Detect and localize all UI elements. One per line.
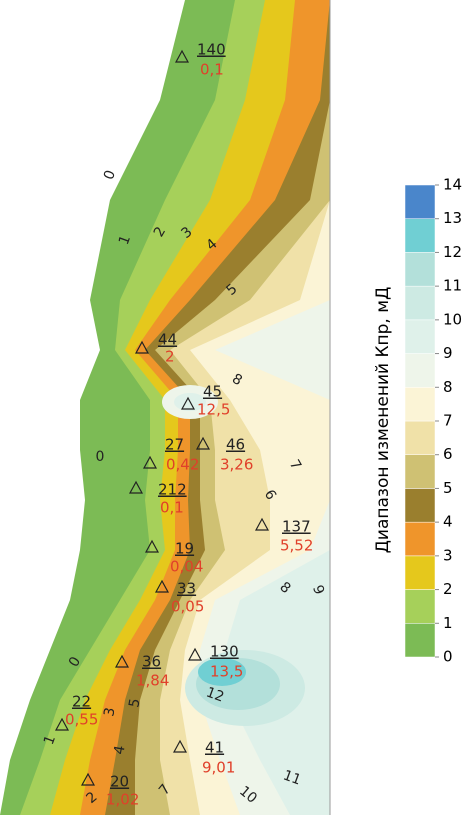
well-value: 1,02	[106, 791, 139, 809]
well-value: 12,5	[197, 401, 230, 419]
colorbar-tick-label: 12	[443, 243, 462, 261]
colorbar-segment	[404, 488, 436, 523]
colorbar-tick-label: 10	[443, 310, 462, 328]
colorbar-tick-label: 11	[443, 277, 462, 295]
well-id: 36	[142, 653, 161, 671]
colorbar-title: Диапазон изменений Кпр, мД	[373, 287, 393, 554]
well-value: 9,01	[202, 759, 235, 777]
well-value: 1,84	[136, 672, 169, 690]
colorbar-tick-label: 5	[443, 479, 453, 497]
well-value: 5,52	[280, 537, 313, 555]
colorbar-tick-label: 14	[443, 176, 462, 194]
band	[0, 0, 185, 815]
well-marker	[144, 539, 160, 553]
well-value: 0,55	[65, 711, 98, 729]
well-marker	[54, 717, 70, 731]
well-marker	[134, 340, 150, 354]
colorbar-tick-label: 3	[443, 546, 453, 564]
well-value: 13,5	[210, 663, 243, 681]
well-marker	[80, 772, 96, 786]
well-marker	[180, 396, 196, 410]
contour-label: 4	[111, 744, 128, 756]
colorbar-tick-label: 6	[443, 445, 453, 463]
well-id: 45	[203, 383, 222, 401]
colorbar-tick-label: 2	[443, 580, 453, 598]
well-id: 19	[175, 540, 194, 558]
colorbar-segment	[404, 454, 436, 489]
well-id: 44	[158, 331, 177, 349]
well-marker	[128, 480, 144, 494]
colorbar-tick-label: 13	[443, 209, 462, 227]
well-marker	[254, 517, 270, 531]
well-marker	[172, 739, 188, 753]
well-value: 0,1	[200, 61, 224, 79]
colorbar-segment	[404, 319, 436, 354]
well-value: 0,04	[170, 558, 203, 576]
well-value: 0,05	[171, 598, 204, 616]
well-marker	[114, 654, 130, 668]
well-value: 0,1	[160, 499, 184, 517]
well-marker	[195, 436, 211, 450]
well-marker	[174, 49, 190, 63]
well-value: 3,26	[220, 456, 253, 474]
well-id: 27	[165, 436, 184, 454]
well-id: 41	[205, 739, 224, 757]
well-value: 0,42	[166, 456, 199, 474]
contour-label: 11	[281, 767, 303, 788]
colorbar-segment	[404, 285, 436, 321]
colorbar-segment	[404, 589, 436, 624]
colorbar-segment	[404, 387, 436, 422]
colorbar-segment	[404, 353, 436, 388]
colorbar-segment	[404, 218, 436, 253]
well-marker	[187, 647, 203, 661]
well-id: 33	[177, 580, 196, 598]
well-id: 20	[110, 773, 129, 791]
contour-label: 3	[101, 706, 118, 718]
colorbar-segment	[404, 623, 436, 658]
well-id: 130	[210, 643, 239, 661]
colorbar-tick-label: 8	[443, 378, 453, 396]
colorbar-segment	[404, 184, 436, 219]
colorbar-segment	[404, 555, 436, 590]
well-id: 137	[282, 518, 311, 536]
well-id: 140	[197, 41, 226, 59]
contour-bands	[0, 0, 330, 815]
colorbar-tick-label: 1	[443, 614, 453, 632]
contour-label: 12	[204, 684, 226, 705]
colorbar-segment	[404, 521, 436, 557]
well-marker	[154, 579, 170, 593]
well-id: 212	[158, 481, 187, 499]
well-id: 22	[72, 693, 91, 711]
band	[198, 658, 246, 686]
well-value: 2	[165, 348, 175, 366]
contour-label: 5	[126, 697, 143, 709]
colorbar-segment	[404, 252, 436, 287]
colorbar-tick-label: 4	[443, 513, 453, 531]
well-id: 46	[226, 436, 245, 454]
colorbar-tick-label: 0	[443, 648, 453, 666]
colorbar-tick-label: 9	[443, 344, 453, 362]
colorbar-segment	[404, 420, 436, 455]
well-marker	[142, 455, 158, 469]
colorbar-tick-label: 7	[443, 412, 453, 430]
contour-label: 0	[96, 449, 105, 465]
